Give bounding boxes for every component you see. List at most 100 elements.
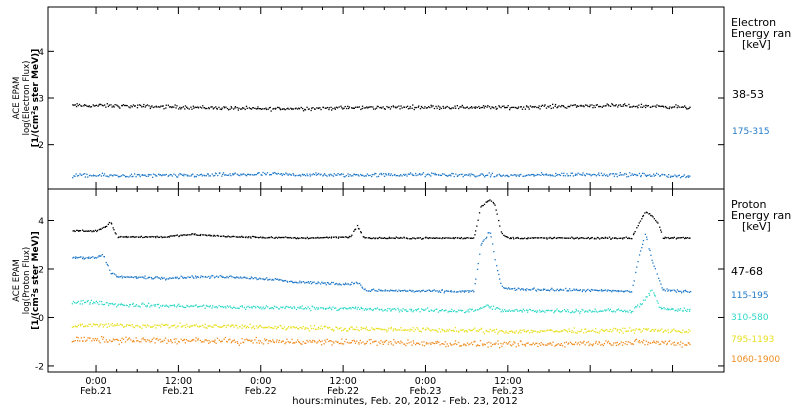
data-point xyxy=(460,329,462,331)
data-point xyxy=(582,172,584,174)
data-point xyxy=(499,174,501,176)
data-point xyxy=(155,105,157,107)
data-point xyxy=(472,344,474,346)
data-point xyxy=(258,339,260,342)
data-point xyxy=(504,175,506,177)
data-point xyxy=(388,106,390,108)
data-point xyxy=(193,324,195,326)
data-point xyxy=(211,106,213,108)
data-point xyxy=(449,310,451,312)
data-point xyxy=(454,326,457,329)
data-point xyxy=(72,177,74,179)
data-point xyxy=(123,326,126,328)
data-point xyxy=(170,340,172,342)
data-point xyxy=(311,237,313,239)
data-point xyxy=(551,287,553,289)
data-point xyxy=(468,237,470,239)
data-point xyxy=(550,237,553,240)
data-point xyxy=(302,107,304,110)
data-point xyxy=(392,237,394,239)
data-point xyxy=(201,107,203,109)
data-point xyxy=(141,327,143,329)
data-point xyxy=(483,239,485,241)
data-point xyxy=(474,175,476,177)
data-point xyxy=(264,340,267,342)
data-point xyxy=(442,237,444,239)
data-point xyxy=(395,236,397,238)
data-point xyxy=(366,340,368,343)
data-point xyxy=(208,108,210,110)
data-point xyxy=(392,290,394,292)
data-point xyxy=(197,107,200,109)
data-point xyxy=(221,175,223,177)
data-point xyxy=(236,307,238,309)
data-point xyxy=(613,342,615,344)
data-point xyxy=(346,330,348,332)
data-point xyxy=(137,104,139,106)
data-point xyxy=(74,104,76,106)
data-point xyxy=(576,343,578,345)
data-point xyxy=(96,230,98,233)
data-point xyxy=(647,341,649,344)
data-point xyxy=(430,237,432,239)
data-point xyxy=(462,328,464,331)
data-point xyxy=(534,310,536,313)
data-point xyxy=(662,331,664,334)
data-point xyxy=(273,107,275,110)
data-point xyxy=(375,173,377,175)
data-point xyxy=(644,106,647,109)
data-point xyxy=(368,174,370,177)
data-point xyxy=(438,174,440,176)
data-point xyxy=(587,105,589,108)
data-point xyxy=(599,310,601,312)
data-point xyxy=(292,108,295,110)
data-point xyxy=(87,337,89,339)
data-point xyxy=(231,276,233,278)
data-point xyxy=(572,237,574,239)
data-point xyxy=(666,175,668,177)
data-point xyxy=(161,175,163,177)
data-point xyxy=(356,340,358,342)
data-point xyxy=(77,337,79,339)
data-point xyxy=(504,107,506,109)
data-point xyxy=(291,108,293,110)
data-point xyxy=(525,331,527,333)
data-point xyxy=(313,306,316,309)
data-point xyxy=(269,340,271,342)
data-point xyxy=(373,328,375,330)
data-point xyxy=(280,306,282,308)
data-point xyxy=(293,342,295,344)
data-point xyxy=(175,327,177,329)
data-point xyxy=(393,308,395,310)
data-point xyxy=(120,303,122,305)
data-point xyxy=(122,104,125,106)
data-point xyxy=(462,238,464,240)
data-point xyxy=(438,108,441,110)
data-point xyxy=(118,176,120,178)
data-point xyxy=(559,289,561,291)
y-tick-label: 4 xyxy=(38,217,44,227)
data-point xyxy=(644,328,647,330)
data-point xyxy=(89,174,91,176)
data-point xyxy=(515,174,517,176)
data-point xyxy=(441,289,443,291)
data-point xyxy=(84,301,87,304)
data-point xyxy=(274,278,276,280)
data-point xyxy=(207,173,209,175)
data-point xyxy=(501,105,504,107)
data-point xyxy=(215,173,217,175)
data-point xyxy=(382,310,384,312)
data-point xyxy=(619,310,621,312)
data-point xyxy=(278,308,281,310)
data-point xyxy=(403,329,405,332)
data-point xyxy=(152,236,155,238)
data-point xyxy=(486,201,488,203)
data-point xyxy=(275,107,277,109)
data-point xyxy=(113,273,116,275)
data-point xyxy=(550,329,552,331)
data-point xyxy=(133,340,135,343)
data-point xyxy=(660,306,662,308)
data-point xyxy=(299,280,301,282)
data-point xyxy=(547,105,549,108)
data-point xyxy=(129,107,131,109)
